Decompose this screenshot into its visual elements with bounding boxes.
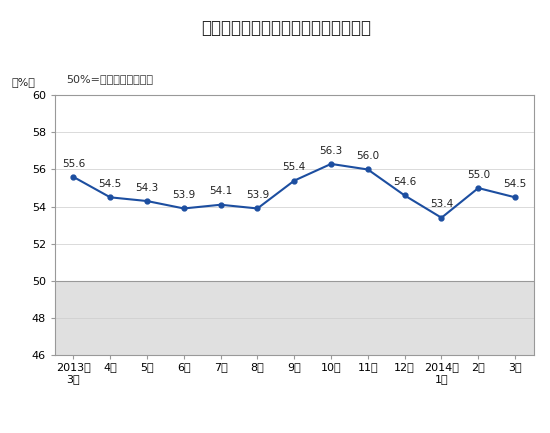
Text: 53.4: 53.4 — [430, 200, 453, 210]
Text: 50%=与上月比较无变化: 50%=与上月比较无变化 — [66, 74, 153, 84]
Text: 53.9: 53.9 — [246, 190, 269, 200]
Bar — [55, 281, 534, 355]
Text: 54.6: 54.6 — [393, 177, 416, 187]
Text: 53.9: 53.9 — [172, 190, 195, 200]
Bar — [55, 95, 534, 281]
Text: （%）: （%） — [11, 77, 35, 87]
Text: 56.3: 56.3 — [320, 145, 343, 155]
Text: 54.1: 54.1 — [209, 187, 232, 197]
Text: 56.0: 56.0 — [356, 151, 380, 161]
Text: 54.5: 54.5 — [503, 179, 527, 189]
Text: 55.4: 55.4 — [283, 162, 306, 172]
Text: 54.3: 54.3 — [135, 183, 158, 193]
Text: 54.5: 54.5 — [98, 179, 122, 189]
Text: 55.0: 55.0 — [467, 170, 490, 180]
Text: 55.6: 55.6 — [62, 158, 85, 168]
Text: 非制造业商务活动指数（经季节调整）: 非制造业商务活动指数（经季节调整） — [201, 19, 371, 38]
